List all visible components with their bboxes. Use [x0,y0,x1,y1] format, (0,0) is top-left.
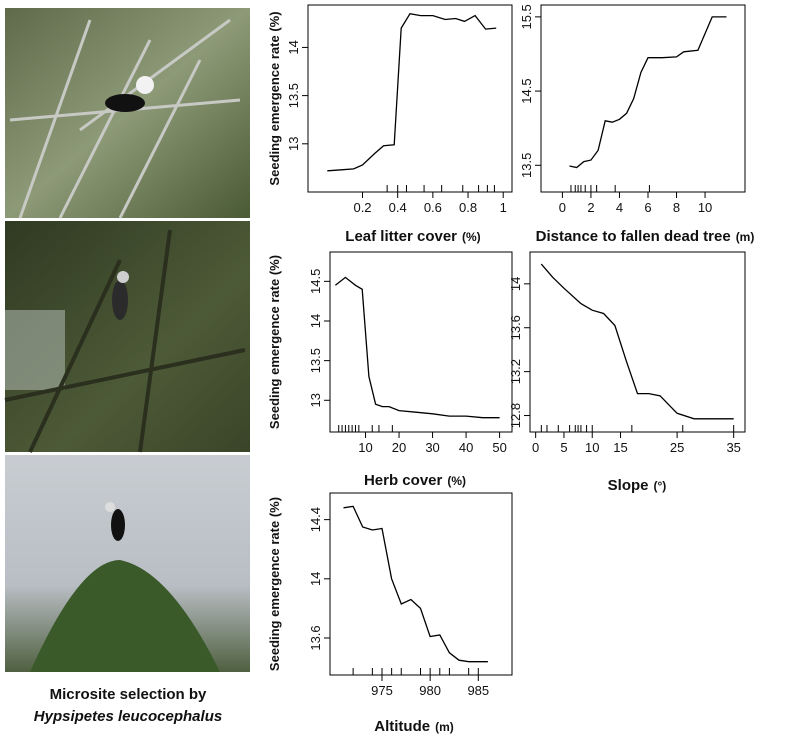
data-line [343,505,488,663]
x-axis-label: Distance to fallen dead tree (m) [536,228,755,245]
y-tick-label: 14 [286,40,301,54]
x-tick-label: 30 [425,440,439,455]
x-tick-label: 4 [616,200,623,215]
caption: Hypsipetes leucocephalus [34,708,222,725]
y-tick-label: 13 [286,137,301,151]
y-tick-label: 14.4 [308,507,323,532]
photo [5,8,250,219]
x-tick-label: 975 [371,683,393,698]
y-tick-label: 13 [308,393,323,407]
data-line [334,276,500,419]
y-axis-label: Seeding emergence rate (%) [267,11,282,185]
x-axis-title: Altitude [374,718,430,735]
x-tick-label: 1 [500,200,507,215]
x-axis-title: Leaf litter cover [345,228,457,245]
x-axis-title: Distance to fallen dead tree [536,228,731,245]
photo [5,455,250,672]
x-tick-label: 0.2 [353,200,371,215]
axis-box [540,4,746,193]
axis-box [307,4,513,193]
x-axis-unit: (%) [462,230,481,244]
y-tick-label: 14.5 [519,78,534,103]
x-tick-label: 10 [585,440,599,455]
y-tick-label: 13.2 [508,359,523,384]
y-tick-label: 14.5 [308,269,323,294]
x-tick-label: 10 [358,440,372,455]
x-axis-label: Altitude (m) [374,718,454,735]
y-tick-label: 14 [508,277,523,291]
x-tick-label: 0.6 [424,200,442,215]
data-line [540,263,734,420]
x-tick-label: 0.8 [459,200,477,215]
y-tick-label: 12.8 [508,403,523,428]
x-tick-label: 15 [613,440,627,455]
x-tick-label: 0 [559,200,566,215]
x-tick-label: 985 [467,683,489,698]
x-tick-label: 2 [587,200,594,215]
x-axis-label: Herb cover (%) [364,472,466,489]
x-axis-label: Leaf litter cover (%) [345,228,480,245]
x-axis-unit: (m) [435,720,454,734]
y-tick-label: 13.6 [308,625,323,650]
axis-box [329,251,513,433]
y-tick-label: 14 [308,572,323,586]
x-tick-label: 980 [419,683,441,698]
x-tick-label: 0.4 [389,200,407,215]
y-tick-label: 13.6 [508,315,523,340]
x-axis-unit: (°) [654,479,667,493]
y-tick-label: 13.5 [286,83,301,108]
x-axis-title: Slope [608,477,649,494]
x-tick-label: 40 [459,440,473,455]
caption: Microsite selection by [50,686,207,703]
x-axis-unit: (%) [447,474,466,488]
y-axis-label: Seeding emergence rate (%) [267,497,282,671]
axis-box [529,251,746,433]
y-tick-label: 14 [308,314,323,328]
x-tick-label: 5 [560,440,567,455]
x-tick-label: 35 [726,440,740,455]
x-tick-label: 50 [492,440,506,455]
data-line [569,16,727,169]
x-tick-label: 6 [644,200,651,215]
y-tick-label: 13.5 [308,348,323,373]
x-tick-label: 20 [392,440,406,455]
y-axis-label: Seeding emergence rate (%) [267,255,282,429]
x-axis-title: Herb cover [364,472,443,489]
x-tick-label: 0 [532,440,539,455]
y-tick-label: 15.5 [519,4,534,29]
data-line [327,12,497,172]
x-tick-label: 25 [670,440,684,455]
x-axis-label: Slope (°) [608,477,667,494]
axis-box [329,492,513,676]
x-axis-unit: (m) [736,230,755,244]
y-tick-label: 13.5 [519,153,534,178]
photo [4,221,250,453]
x-tick-label: 10 [698,200,712,215]
x-tick-label: 8 [673,200,680,215]
